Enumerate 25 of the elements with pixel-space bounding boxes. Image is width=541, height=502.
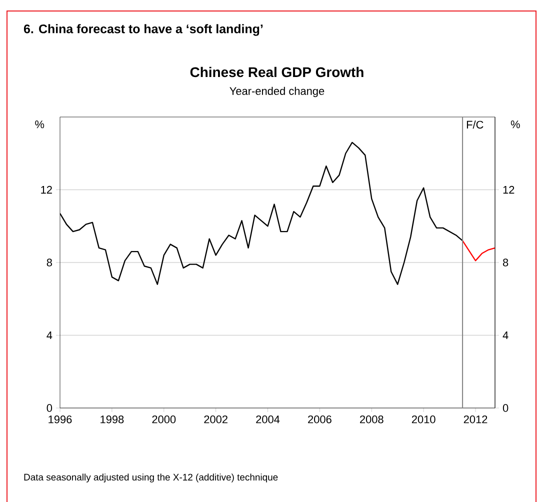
ref-line-label: F/C: [466, 120, 484, 129]
y2-tick-label: 0: [502, 404, 508, 412]
y-tick-label: 12: [41, 186, 52, 194]
x-tick-label: 2012: [464, 416, 488, 424]
y2-axis-title: %: [510, 120, 520, 128]
y2-tick-label: 4: [502, 331, 508, 340]
line-series: [462, 240, 496, 262]
x-tick-label: 1996: [48, 416, 72, 424]
chart-title: Chinese Real GDP Growth: [190, 66, 364, 78]
x-tick-label: 2002: [204, 416, 228, 424]
x-tick-label: 2006: [308, 416, 332, 424]
x-tick-label: 2000: [152, 416, 176, 424]
x-tick-label: 2004: [256, 416, 280, 424]
chart-subtitle: Year-ended change: [230, 86, 324, 98]
y-tick-label: 8: [46, 258, 52, 266]
x-tick-label: 2008: [360, 416, 384, 424]
x-tick-label: 1998: [100, 416, 124, 424]
y2-tick-label: 12: [503, 186, 514, 194]
text: Data seasonally adjusted using the X-12 (additive) technique: [24, 474, 278, 482]
text: 6. China forecast to have a ‘soft landing’: [24, 24, 263, 36]
y-axis-title: %: [35, 120, 44, 128]
y2-tick-label: 8: [502, 258, 508, 266]
y-tick-label: 4: [46, 331, 52, 340]
y-tick-label: 0: [46, 404, 52, 412]
x-tick-label: 2010: [412, 416, 436, 424]
